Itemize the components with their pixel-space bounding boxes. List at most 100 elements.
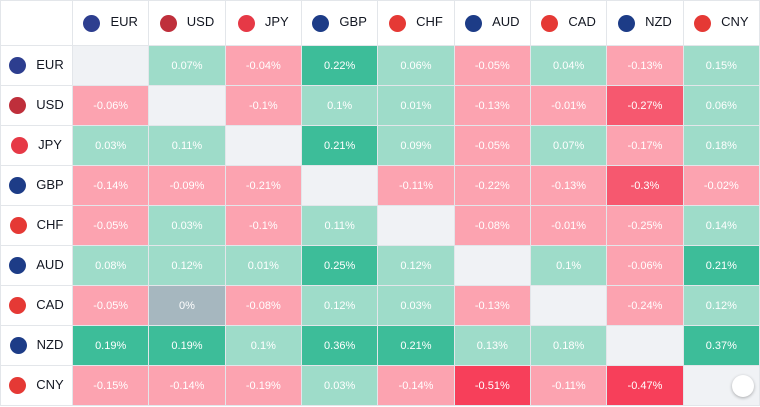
- flag-icon: [83, 14, 101, 32]
- cell: 0.03%: [148, 205, 226, 246]
- column-header: USD: [148, 0, 226, 46]
- row-label-text: USD: [36, 96, 64, 112]
- cell: 0.25%: [300, 245, 379, 286]
- row: CHF -0.05% 0.03% -0.1% 0.11% -0.08% -0.01% -0.2…: [0, 205, 760, 246]
- row-label-text: AUD: [36, 256, 64, 272]
- cell: -0.02%: [682, 165, 760, 206]
- row-label-text: EUR: [36, 56, 64, 72]
- cell: [300, 165, 379, 206]
- cell: 0.04%: [529, 45, 608, 86]
- cell: 0.18%: [682, 125, 760, 166]
- row-label-text: JPY: [38, 136, 62, 152]
- cell: -0.11%: [377, 165, 455, 206]
- column-header: GBP: [300, 0, 379, 46]
- cell: [453, 245, 531, 286]
- cell: 0.12%: [682, 285, 760, 326]
- row: JPY 0.03% 0.11% 0.21% 0.09% -0.05% 0.07% -0.17%…: [0, 125, 760, 166]
- row-label-text: CNY: [36, 376, 64, 392]
- cell: [377, 205, 455, 246]
- column-header-text: EUR: [110, 14, 138, 30]
- row-label-text: CAD: [36, 296, 64, 312]
- row-label: CNY: [0, 365, 73, 406]
- column-header: AUD: [453, 0, 531, 46]
- cell: [606, 325, 684, 366]
- row: NZD 0.19% 0.19% 0.1% 0.36% 0.21% 0.13% 0.18% 0.3…: [0, 325, 760, 366]
- cell: -0.22%: [453, 165, 531, 206]
- corner: [0, 0, 73, 46]
- cell: -0.24%: [606, 285, 684, 326]
- row: AUD 0.08% 0.12% 0.01% 0.25% 0.12% 0.1% -0.06% 0.…: [0, 245, 760, 286]
- flag-icon: [389, 14, 407, 32]
- row-label: JPY: [0, 125, 73, 166]
- row: CNY -0.15% -0.14% -0.19% 0.03% -0.14% -0.51% -0…: [0, 365, 760, 406]
- cell: -0.13%: [453, 285, 531, 326]
- cell: 0.14%: [682, 205, 760, 246]
- cell: 0.06%: [377, 45, 455, 86]
- cell: 0.22%: [300, 45, 379, 86]
- cell: 0.12%: [148, 245, 226, 286]
- flag-icon: [11, 137, 29, 155]
- cell: 0.1%: [300, 85, 379, 126]
- column-header-text: CAD: [568, 14, 596, 30]
- cell: [529, 285, 608, 326]
- cell: 0.09%: [377, 125, 455, 166]
- row: USD -0.06% -0.1% 0.1% 0.01% -0.13% -0.01% -0.27…: [0, 85, 760, 126]
- flag-icon: [9, 217, 27, 235]
- column-header-text: CNY: [721, 14, 749, 30]
- cell: -0.19%: [224, 365, 302, 406]
- column-header-text: NZD: [645, 14, 672, 30]
- column-header-text: JPY: [264, 14, 289, 30]
- cell: 0.21%: [377, 325, 455, 366]
- column-header: NZD: [606, 0, 684, 46]
- row-label: USD: [0, 85, 73, 126]
- flag-icon: [312, 14, 330, 32]
- flag-icon: [9, 177, 27, 195]
- cell: -0.05%: [453, 125, 531, 166]
- cell: 0%: [148, 285, 226, 326]
- column-header: CNY: [682, 0, 760, 46]
- cell: -0.14%: [148, 365, 226, 406]
- cell: [148, 85, 226, 126]
- cell: -0.13%: [529, 165, 608, 206]
- logo[interactable]: [732, 375, 754, 397]
- row: EUR 0.07% -0.04% 0.22% 0.06% -0.05% 0.04% -0.13…: [0, 45, 760, 86]
- row-label-text: GBP: [36, 176, 64, 192]
- cell: 0.07%: [529, 125, 608, 166]
- flag-icon: [9, 297, 27, 315]
- cell: 0.11%: [148, 125, 226, 166]
- cell: -0.14%: [377, 365, 455, 406]
- column-header-text: CHF: [416, 14, 443, 30]
- row: CAD -0.05% 0% -0.08% 0.12% 0.03% -0.13% -0.24% 0…: [0, 285, 760, 326]
- cell: -0.51%: [453, 365, 531, 406]
- row-label: GBP: [0, 165, 73, 206]
- row-label: AUD: [0, 245, 73, 286]
- cell: 0.08%: [71, 245, 150, 286]
- cell: -0.05%: [453, 45, 531, 86]
- cell: -0.13%: [453, 85, 531, 126]
- cell: 0.07%: [148, 45, 226, 86]
- cell: -0.1%: [224, 85, 302, 126]
- cell: 0.11%: [300, 205, 379, 246]
- cell: -0.08%: [453, 205, 531, 246]
- flag-icon: [465, 14, 483, 32]
- cell: -0.27%: [606, 85, 684, 126]
- cell: -0.15%: [71, 365, 150, 406]
- cell: -0.06%: [606, 245, 684, 286]
- column-header: EUR: [71, 0, 150, 46]
- column-header-text: GBP: [339, 14, 367, 30]
- header-row: EUR USD JPY GBP CHF AUD CAD NZD CNY: [0, 0, 760, 46]
- cell: 0.1%: [224, 325, 302, 366]
- cell: 0.03%: [300, 365, 379, 406]
- cell: -0.01%: [529, 85, 608, 126]
- flag-icon: [694, 14, 712, 32]
- cell: 0.12%: [300, 285, 379, 326]
- cell: -0.21%: [224, 165, 302, 206]
- row-label: NZD: [0, 325, 73, 366]
- flag-icon: [9, 97, 27, 115]
- flag-icon: [9, 337, 27, 355]
- column-header: JPY: [224, 0, 302, 46]
- cell: 0.19%: [148, 325, 226, 366]
- cell: 0.19%: [71, 325, 150, 366]
